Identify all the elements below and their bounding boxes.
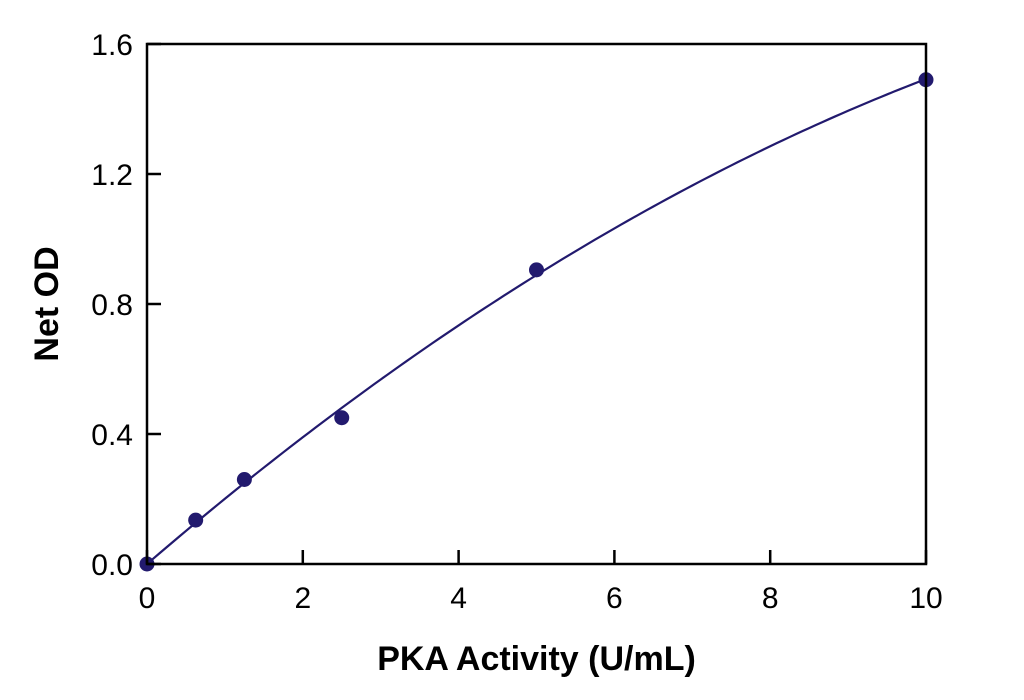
fit-curve-layer (146, 77, 927, 565)
y-tick-label: 1.2 (91, 159, 133, 192)
data-point (188, 512, 204, 528)
data-point (334, 410, 350, 426)
x-tick-label: 10 (909, 582, 942, 615)
y-tick-label: 1.6 (91, 29, 133, 62)
plot-frame (145, 42, 928, 566)
x-tick-label: 6 (606, 582, 623, 615)
y-tick-label: 0.8 (91, 289, 133, 322)
x-axis-title: PKA Activity (U/mL) (377, 640, 696, 678)
data-points-layer (139, 72, 934, 572)
data-point (236, 472, 252, 487)
x-tick-label: 0 (139, 582, 156, 615)
x-tick-label: 2 (294, 582, 311, 615)
y-axis-title: Net OD (28, 246, 66, 361)
data-point (529, 262, 544, 278)
x-tick-label: 8 (762, 582, 779, 615)
x-axis-ticks: 0 2 4 6 8 10 (139, 550, 943, 615)
y-tick-label: 0.0 (91, 549, 133, 582)
x-tick-label: 4 (450, 582, 467, 615)
y-tick-label: 0.4 (91, 419, 133, 452)
fit-curve-line (146, 77, 927, 565)
y-axis-ticks: 0.0 0.4 0.8 1.2 1.6 (91, 29, 161, 582)
